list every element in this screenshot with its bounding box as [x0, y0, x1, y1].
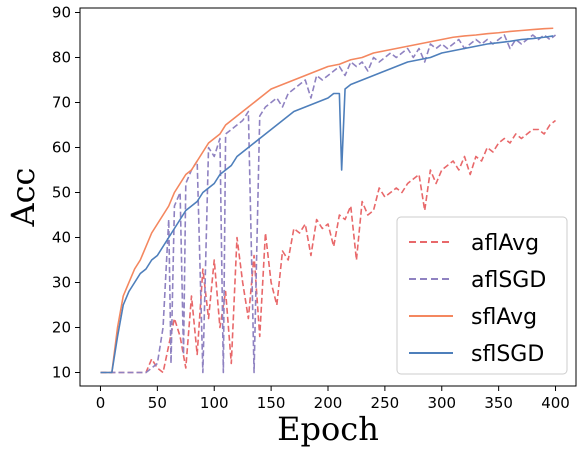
legend-label-aflSGD: aflSGD: [471, 268, 546, 293]
x-tick-label: 0: [96, 394, 106, 412]
legend-label-sflAvg: sflAvg: [471, 305, 537, 330]
series-line-sflAvg: [100, 27, 554, 374]
x-tick-label: 200: [314, 394, 343, 412]
plot-area: [100, 27, 557, 374]
legend-label-aflAvg: aflAvg: [471, 231, 539, 256]
y-tick-label: 80: [52, 49, 71, 67]
y-tick-label: 40: [52, 229, 71, 247]
x-axis: 0 50 100 150 200 250 300 350 400: [96, 386, 570, 412]
x-tick-label: 250: [371, 394, 400, 412]
x-tick-label: 50: [148, 394, 167, 412]
y-tick-label: 10: [52, 364, 71, 382]
y-axis-label: Acc: [4, 168, 42, 228]
series-line-aflAvg: [100, 119, 557, 374]
x-tick-label: 400: [541, 394, 570, 412]
x-tick-label: 300: [427, 394, 456, 412]
legend-box: [396, 216, 568, 375]
legend-label-sflSGD: sflSGD: [471, 342, 544, 367]
x-axis-label: Epoch: [277, 410, 379, 448]
y-axis: 10 20 30 40 50 60 70 80 90: [52, 4, 80, 382]
y-tick-label: 20: [52, 319, 71, 337]
y-tick-label: 60: [52, 139, 71, 157]
y-tick-label: 30: [52, 274, 71, 292]
series-line-sflSGD: [100, 35, 554, 374]
y-tick-label: 90: [52, 4, 71, 22]
y-tick-label: 50: [52, 184, 71, 202]
x-tick-label: 350: [484, 394, 513, 412]
y-tick-label: 70: [52, 94, 71, 112]
x-tick-label: 150: [257, 394, 286, 412]
series-lines: [100, 27, 557, 374]
legend: aflAvg aflSGD sflAvg sflSGD: [396, 216, 568, 375]
x-tick-label: 100: [200, 394, 229, 412]
